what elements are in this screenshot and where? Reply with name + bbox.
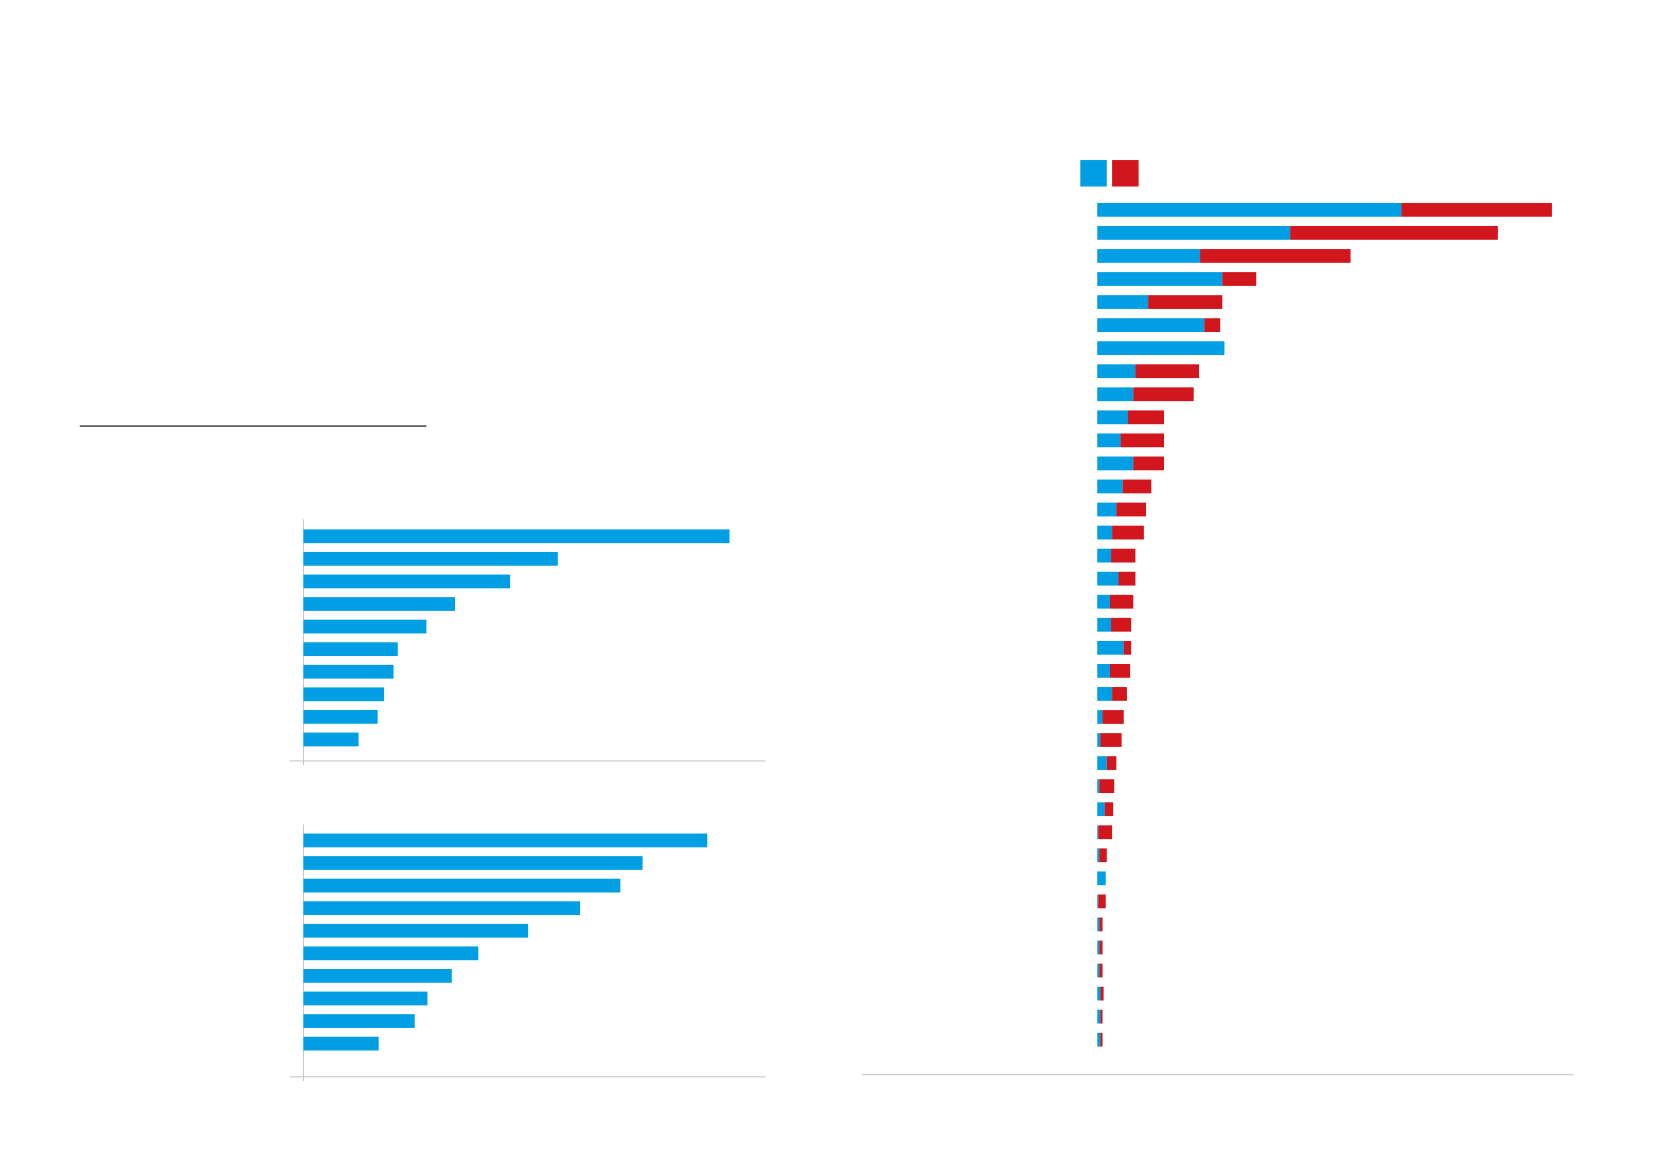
bar (1097, 318, 1205, 332)
bar (1401, 202, 1552, 217)
bar (303, 991, 428, 1006)
bar (303, 732, 359, 747)
bar (1097, 733, 1101, 747)
bar (1097, 894, 1099, 909)
bar (1097, 341, 1225, 356)
bar (1098, 894, 1106, 909)
bar (1097, 272, 1223, 286)
bar (1097, 848, 1100, 863)
bar (303, 946, 479, 961)
bar (1200, 249, 1351, 263)
bar (303, 878, 621, 893)
bar (1097, 986, 1101, 1001)
bar (1290, 226, 1498, 240)
bar (303, 1014, 415, 1028)
bar (1100, 733, 1122, 747)
bar (1097, 871, 1106, 886)
bar (1097, 502, 1117, 517)
bar (303, 619, 427, 634)
bar (1099, 848, 1107, 863)
bar (1097, 756, 1107, 770)
bar (1133, 456, 1165, 471)
bar (1102, 710, 1124, 724)
bar (1112, 525, 1144, 540)
legend-swatch (1112, 160, 1139, 187)
bar (1097, 387, 1134, 402)
bar (1222, 272, 1257, 286)
bar (303, 687, 384, 702)
bar (1097, 617, 1112, 632)
bar (1116, 502, 1147, 517)
bar (1099, 963, 1103, 978)
bar (1097, 663, 1110, 678)
bar (1099, 779, 1115, 794)
bar (1097, 571, 1119, 586)
bar (1097, 548, 1112, 563)
bar (1097, 410, 1128, 425)
bar (1097, 295, 1149, 309)
bar (1097, 710, 1103, 724)
bar (1120, 433, 1165, 448)
bar (1097, 594, 1110, 609)
bar (303, 574, 511, 589)
legend-swatch (1080, 160, 1107, 187)
bar (1097, 963, 1100, 978)
bar (1118, 571, 1136, 586)
bar (1133, 387, 1194, 402)
bar (1097, 525, 1113, 540)
bar (1109, 594, 1134, 609)
bar (303, 901, 581, 916)
bar (1097, 202, 1402, 217)
bar (1097, 825, 1099, 840)
bar (1097, 917, 1100, 932)
bar (1097, 779, 1100, 794)
bar (303, 833, 708, 848)
bar (1100, 1009, 1103, 1024)
bar (1109, 663, 1131, 678)
bar (303, 1036, 379, 1051)
bar (1122, 479, 1152, 494)
bar (303, 856, 643, 870)
bar (1112, 687, 1127, 701)
bar (303, 923, 529, 938)
bar (1098, 825, 1113, 840)
bar (1148, 295, 1223, 309)
bar (303, 664, 394, 679)
bar (1097, 433, 1121, 448)
bar (1097, 456, 1134, 471)
bar (1100, 986, 1104, 1001)
bar (1135, 364, 1200, 379)
bar (1097, 479, 1123, 494)
bar (1123, 640, 1132, 655)
bar (1097, 687, 1113, 701)
bar (303, 642, 398, 657)
bar (1097, 1032, 1101, 1047)
bar (1097, 249, 1201, 263)
bar (1106, 756, 1117, 770)
bar (1099, 940, 1103, 955)
bar (1104, 802, 1114, 817)
bar (1097, 1009, 1101, 1024)
bar (1099, 917, 1103, 932)
bar (1097, 364, 1136, 379)
bar (1097, 640, 1124, 655)
bar (1100, 1032, 1103, 1047)
bar (303, 597, 455, 611)
bar (303, 709, 378, 724)
bar (1111, 617, 1132, 632)
bar (1111, 548, 1136, 563)
bar (1204, 318, 1221, 332)
bar (303, 969, 452, 983)
bar (1097, 940, 1100, 955)
bar (1097, 802, 1105, 817)
bar (303, 551, 558, 566)
bar (1097, 226, 1291, 240)
bar (303, 529, 730, 544)
bar (1127, 410, 1165, 425)
